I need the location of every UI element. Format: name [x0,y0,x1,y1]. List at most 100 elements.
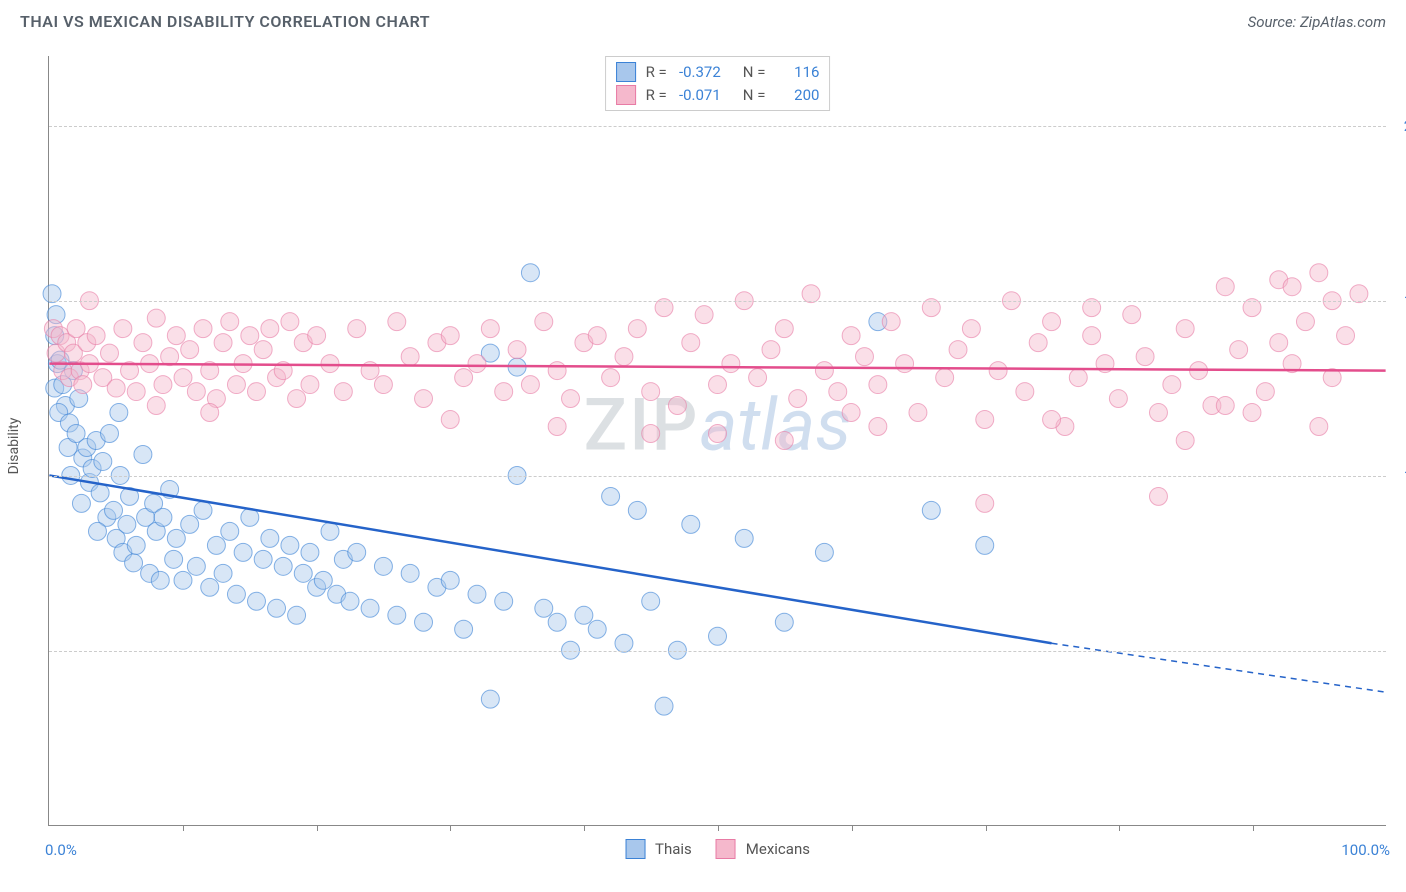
data-point [588,620,606,638]
data-point [415,613,433,631]
data-point [481,690,499,708]
data-point [127,383,145,401]
data-point [1176,320,1194,338]
data-point [495,592,513,610]
x-tick [718,825,719,831]
y-tick-label: 10.0% [1392,467,1406,485]
data-point [1109,390,1127,408]
data-point [695,306,713,324]
data-point [88,522,106,540]
x-tick [450,825,451,831]
data-point [441,411,459,429]
data-point [194,501,212,519]
data-point [642,592,660,610]
data-point [314,571,332,589]
data-point [72,494,90,512]
data-point [495,383,513,401]
x-tick [584,825,585,831]
data-point [655,697,673,715]
y-tick-label: 20.0% [1392,117,1406,135]
data-point [415,390,433,408]
data-point [869,376,887,394]
data-point [161,348,179,366]
data-point [642,425,660,443]
data-point [91,484,109,502]
data-point [628,320,646,338]
data-point [441,571,459,589]
data-point [682,334,700,352]
gridline [49,301,1386,302]
data-point [775,613,793,631]
data-point [1149,487,1167,505]
data-point [1310,264,1328,282]
data-point [321,355,339,373]
data-point [261,320,279,338]
data-point [1043,313,1061,331]
data-point [274,557,292,575]
stats-legend-box: R = -0.372 N = 116 R = -0.071 N = 200 [605,56,831,111]
data-point [187,557,205,575]
data-point [976,494,994,512]
r-value-thais: -0.372 [673,61,721,84]
data-point [882,313,900,331]
n-value-thais: 116 [771,61,819,84]
data-point [909,404,927,422]
data-point [548,362,566,380]
data-point [1216,397,1234,415]
data-point [842,404,860,422]
data-point [775,320,793,338]
data-point [468,585,486,603]
data-point [709,627,727,645]
r-value-mexicans: -0.071 [673,84,721,107]
data-point [294,564,312,582]
data-point [207,536,225,554]
data-point [214,564,232,582]
data-point [1083,327,1101,345]
data-point [575,606,593,624]
data-point [896,355,914,373]
data-point [802,285,820,303]
data-point [936,369,954,387]
data-point [521,264,539,282]
data-point [110,404,128,422]
legend-item-thais: Thais [625,839,692,859]
data-point [668,397,686,415]
data-point [1216,278,1234,296]
data-point [43,285,61,303]
data-point [762,341,780,359]
data-point [1243,404,1261,422]
data-point [976,411,994,429]
stats-row-thais: R = -0.372 N = 116 [616,61,820,84]
data-point [201,578,219,596]
data-point [1230,341,1248,359]
x-axis-min-label: 0.0% [45,841,77,859]
data-point [1016,383,1034,401]
data-point [134,445,152,463]
data-point [134,334,152,352]
chart-plot-area: ZIPatlas R = -0.372 N = 116 R = -0.071 N… [48,56,1386,826]
data-point [227,376,245,394]
data-point [374,376,392,394]
data-point [234,543,252,561]
data-point [842,327,860,345]
data-point [181,515,199,533]
data-point [154,508,172,526]
r-label: R = [646,84,667,107]
data-point [682,515,700,533]
data-point [147,309,165,327]
data-point [441,327,459,345]
x-tick [183,825,184,831]
data-point [268,599,286,617]
y-tick-label: 5.0% [1392,642,1406,660]
data-point [602,369,620,387]
data-point [301,543,319,561]
data-point [602,487,620,505]
data-point [227,585,245,603]
data-point [1123,306,1141,324]
legend-swatch-thais [625,839,645,859]
data-point [615,634,633,652]
y-axis-label: Disability [6,418,22,475]
y-tick-label: 15.0% [1392,292,1406,310]
data-point [74,376,92,394]
gridline [49,651,1386,652]
